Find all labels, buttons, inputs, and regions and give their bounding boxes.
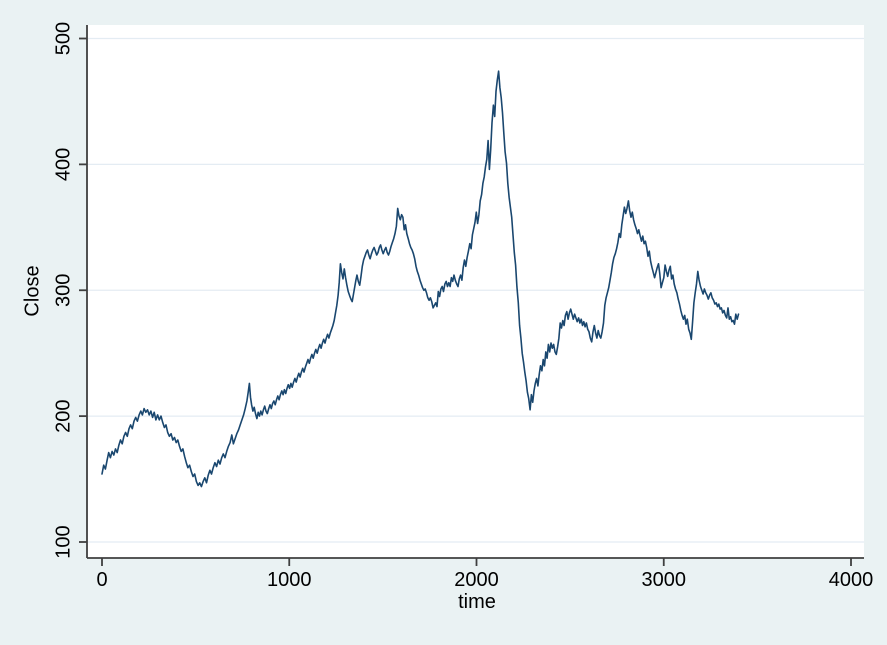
x-tick-label-1000: 1000 [267, 569, 312, 591]
x-axis-title: time [458, 591, 496, 613]
x-tick-label-2000: 2000 [454, 569, 499, 591]
x-tick-label-4000: 4000 [829, 569, 874, 591]
y-tick-label-300: 300 [52, 274, 74, 307]
plot-area [87, 25, 864, 558]
y-tick-label-100: 100 [52, 525, 74, 558]
x-tick-label-0: 0 [96, 569, 107, 591]
series-line-close [101, 70, 740, 488]
x-tick-label-3000: 3000 [642, 569, 687, 591]
y-tick-label-400: 400 [52, 148, 74, 181]
y-axis-title: Close [21, 265, 44, 317]
y-tick-label-500: 500 [52, 22, 74, 55]
y-tick-label-200: 200 [52, 399, 74, 432]
